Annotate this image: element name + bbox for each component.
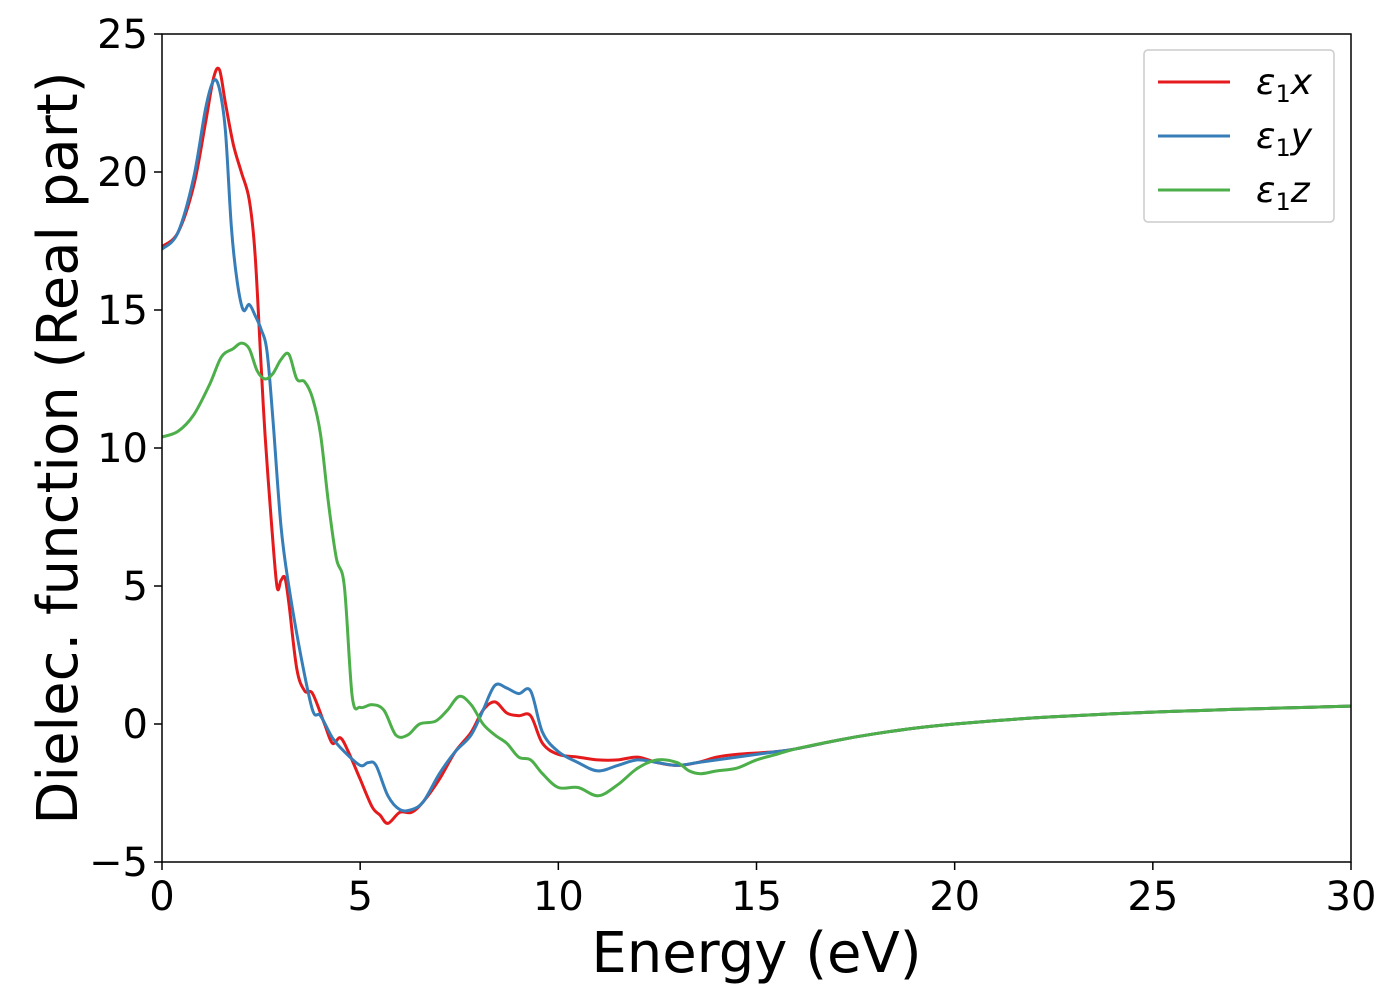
y-tick-label: 25 [97,12,148,58]
x-axis-title: Energy (eV) [591,921,921,986]
y-tick-label: 5 [123,564,148,610]
y-axis-title: Dielec. function (Real part) [26,71,91,824]
legend-label-0: ε1x [1256,62,1313,108]
series-layer [162,66,1351,825]
y-tick-label: 20 [97,150,148,196]
legend-box [1143,49,1335,223]
x-tick-label: 0 [149,874,174,920]
x-tick-label: 25 [1127,874,1178,920]
y-tick-label: 15 [97,288,148,334]
y-tick-label: −5 [89,840,148,886]
x-tick-label: 15 [731,874,782,920]
legend-label-2: ε1z [1256,170,1311,216]
x-tick-label: 20 [929,874,980,920]
legend-label-1: ε1y [1256,116,1313,162]
series-line-2 [162,341,1351,798]
legend: ε1x ε1y ε1z [1143,49,1335,223]
y-tick-label: 10 [97,426,148,472]
x-tick-label: 5 [347,874,372,920]
legend-items: ε1x ε1y ε1z [1158,62,1313,216]
y-tick-label: 0 [123,702,148,748]
x-tick-label: 30 [1326,874,1377,920]
x-tick-label: 10 [533,874,584,920]
